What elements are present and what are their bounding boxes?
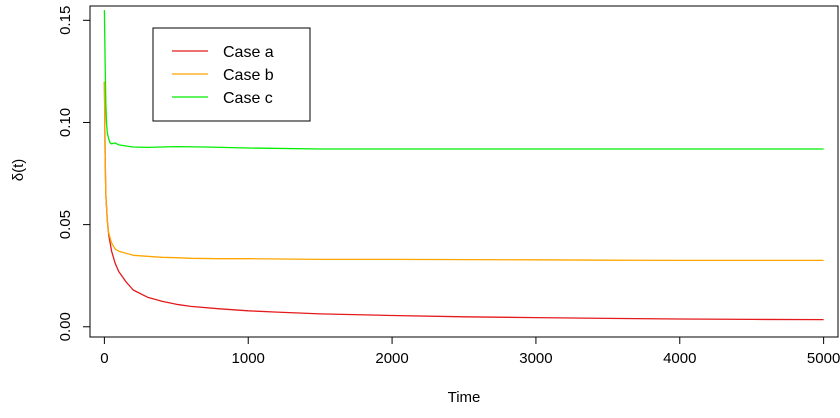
x-tick-label: 3000	[519, 350, 552, 367]
plot-frame	[89, 5, 839, 338]
y-axis-title: δ(t)	[10, 159, 27, 182]
x-tick-label: 0	[100, 350, 108, 367]
y-tick-label: 0.00	[57, 312, 74, 341]
series-line-case-b	[103, 81, 824, 262]
legend: Case a Case b Case c	[152, 27, 311, 122]
y-axis: 0.00 0.05 0.10 0.15	[57, 6, 90, 341]
series-layer	[103, 10, 824, 321]
legend-label: Case c	[223, 90, 273, 107]
legend-label: Case a	[223, 44, 274, 61]
x-tick-label: 4000	[663, 350, 696, 367]
y-tick-label: 0.05	[57, 210, 74, 239]
x-tick-label: 5000	[807, 350, 840, 367]
x-axis-title: Time	[448, 389, 481, 406]
x-tick-label: 2000	[375, 350, 408, 367]
legend-label: Case b	[223, 67, 274, 84]
x-axis: 0 1000 2000 3000 4000 5000	[100, 337, 840, 367]
series-line-case-c	[103, 10, 824, 150]
y-tick-label: 0.15	[57, 6, 74, 35]
y-tick-label: 0.10	[57, 108, 74, 137]
x-tick-label: 1000	[232, 350, 265, 367]
